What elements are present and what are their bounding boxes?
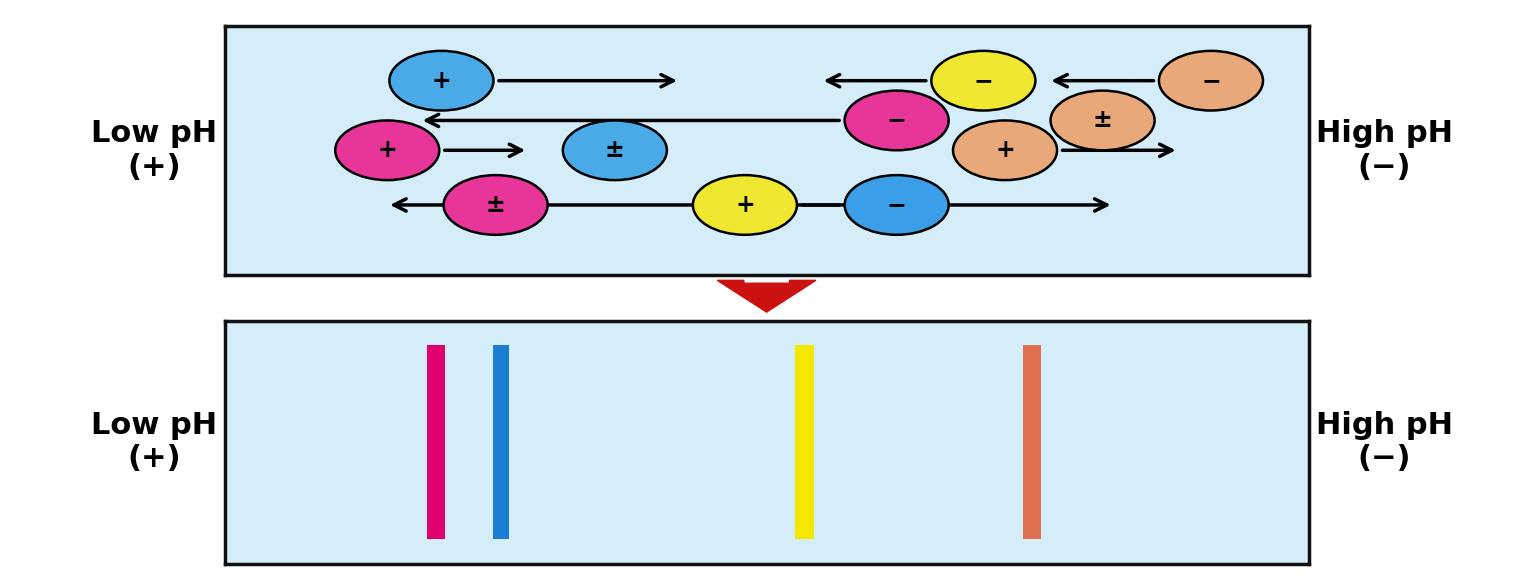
Text: +: +: [996, 138, 1016, 162]
Text: +: +: [735, 193, 754, 217]
Text: ±: ±: [486, 193, 505, 217]
Text: +: +: [431, 69, 451, 92]
Text: −: −: [887, 109, 906, 132]
Ellipse shape: [953, 120, 1057, 180]
Ellipse shape: [443, 175, 548, 235]
Ellipse shape: [692, 175, 797, 235]
Text: −: −: [887, 193, 906, 217]
Text: +: +: [378, 138, 398, 162]
Text: Low pH
(+): Low pH (+): [91, 119, 217, 181]
Text: ±: ±: [1093, 109, 1113, 132]
Ellipse shape: [1158, 51, 1263, 110]
Bar: [493, 345, 509, 539]
Ellipse shape: [1050, 91, 1155, 150]
Bar: [795, 345, 814, 539]
Bar: [428, 345, 445, 539]
Bar: [1023, 345, 1041, 539]
Text: High pH
(−): High pH (−): [1316, 119, 1453, 181]
Text: Low pH
(+): Low pH (+): [91, 411, 217, 473]
Ellipse shape: [563, 120, 666, 180]
Ellipse shape: [844, 91, 949, 150]
Text: −: −: [973, 69, 993, 92]
Ellipse shape: [390, 51, 493, 110]
Text: High pH
(−): High pH (−): [1316, 411, 1453, 473]
Ellipse shape: [335, 120, 439, 180]
Text: −: −: [1201, 69, 1220, 92]
Text: ±: ±: [606, 138, 625, 162]
Ellipse shape: [844, 175, 949, 235]
Ellipse shape: [932, 51, 1035, 110]
